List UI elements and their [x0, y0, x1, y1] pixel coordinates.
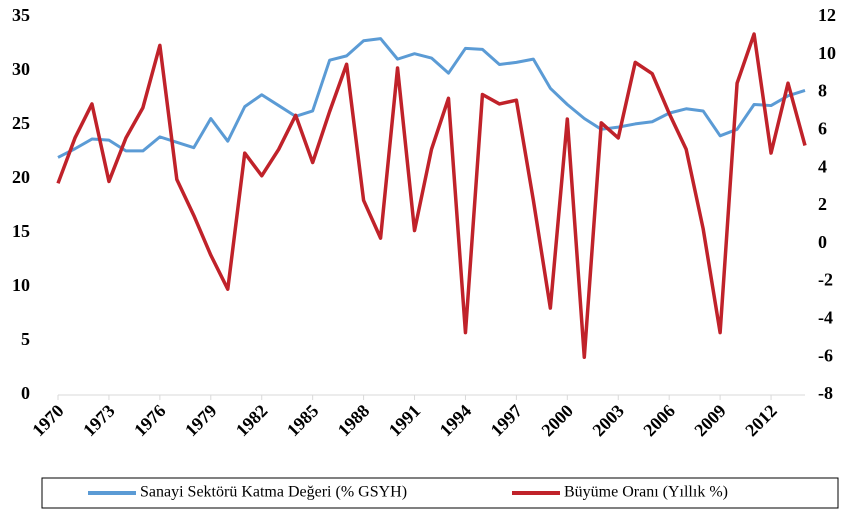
x-tick-label: 2009: [690, 401, 730, 441]
x-tick-label: 1985: [283, 401, 323, 441]
x-tick-label: 2000: [537, 401, 577, 441]
y2-tick-label: -2: [818, 270, 833, 290]
y-tick-label: 5: [21, 329, 30, 349]
legend-label: Büyüme Oranı (Yıllık %): [564, 484, 728, 501]
y-tick-label: 15: [12, 221, 30, 241]
x-tick-label: 1973: [79, 401, 119, 441]
y2-tick-label: -8: [818, 383, 833, 403]
y-tick-label: 10: [12, 275, 30, 295]
legend-box: [41, 477, 839, 509]
y2-tick-label: 6: [818, 119, 827, 139]
series-line: [56, 32, 807, 359]
y-tick-label: 25: [12, 113, 30, 133]
x-tick-label: 2003: [588, 401, 628, 441]
x-tick-label: 1976: [130, 401, 170, 441]
x-tick-label: 1997: [487, 401, 527, 441]
y-tick-label: 35: [12, 5, 30, 25]
y2-tick-label: -4: [818, 308, 833, 328]
x-tick-label: 2012: [741, 401, 781, 441]
y2-tick-label: -6: [818, 345, 833, 365]
y-tick-label: 0: [21, 383, 30, 403]
y2-tick-label: 10: [818, 43, 836, 63]
y2-tick-label: 12: [818, 5, 836, 25]
y2-tick-label: 8: [818, 81, 827, 101]
x-tick-label: 1970: [28, 401, 68, 441]
x-tick-label: 2006: [639, 401, 679, 441]
y-tick-label: 20: [12, 167, 30, 187]
x-tick-label: 1979: [181, 401, 221, 441]
x-tick-label: 1988: [334, 401, 374, 441]
legend-label: Sanayi Sektörü Katma Değeri (% GSYH): [140, 484, 407, 501]
y2-tick-label: 4: [818, 156, 827, 176]
x-tick-label: 1994: [436, 401, 476, 441]
series-line: [57, 37, 806, 159]
y2-tick-label: 2: [818, 194, 827, 214]
y-tick-label: 30: [12, 59, 30, 79]
y2-tick-label: 0: [818, 232, 827, 252]
x-tick-label: 1982: [232, 401, 272, 441]
x-tick-label: 1991: [385, 401, 425, 441]
